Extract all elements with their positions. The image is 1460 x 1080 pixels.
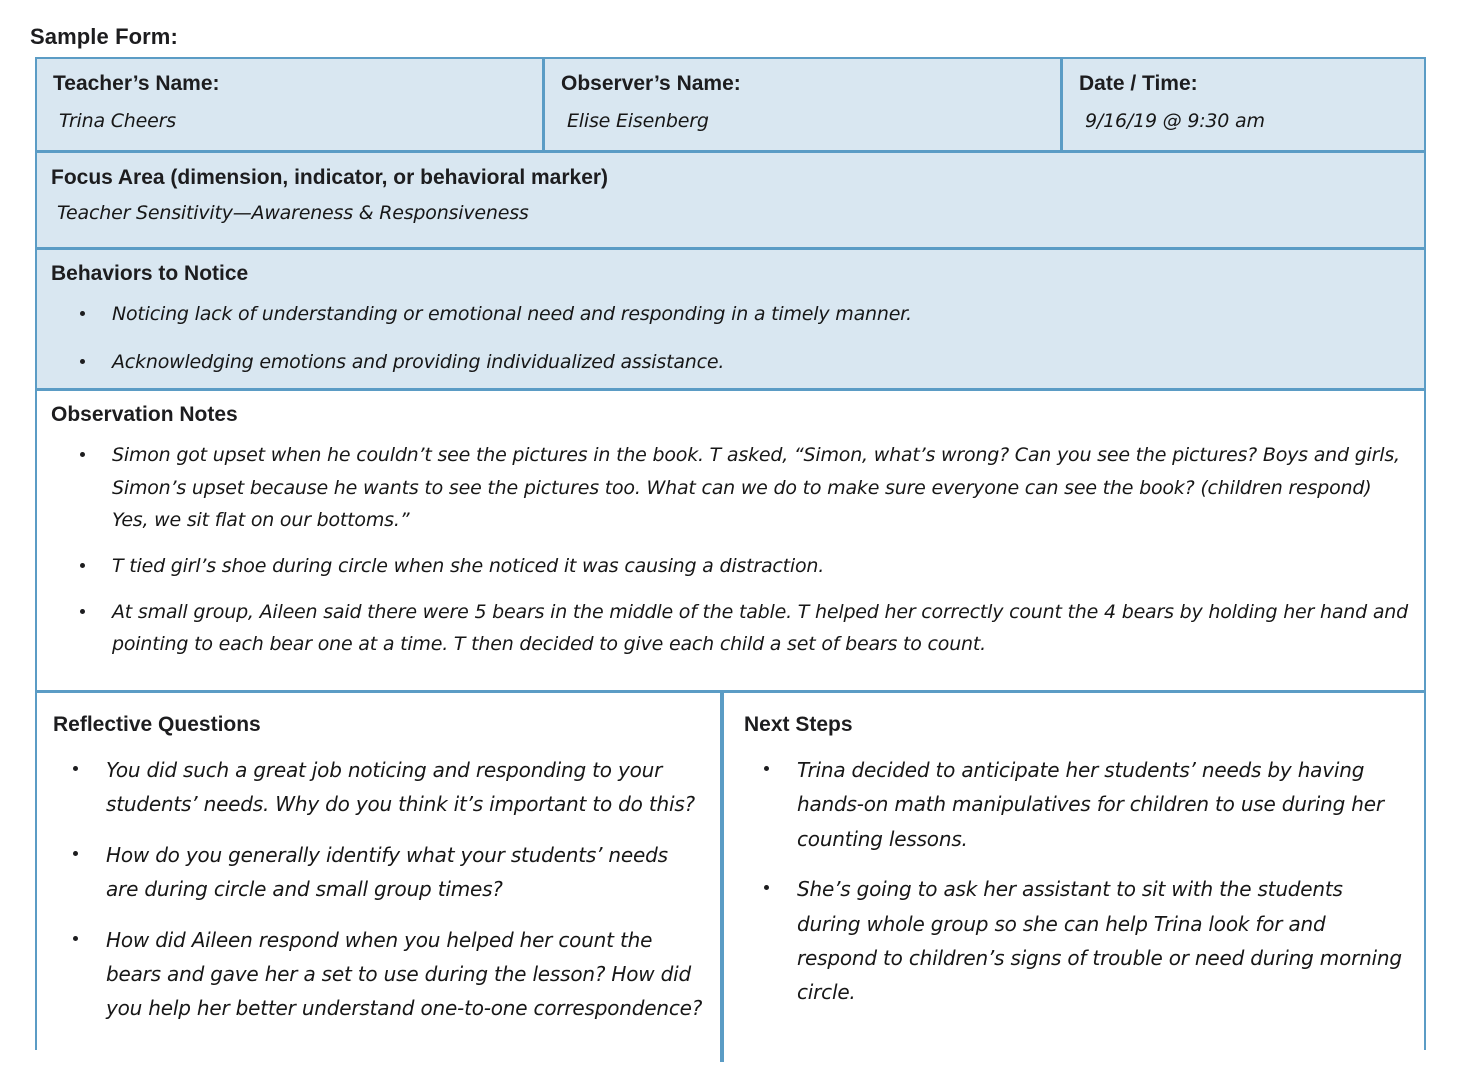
observation-notes-title: Observation Notes xyxy=(51,403,238,426)
reflective-questions-section: Reflective Questions You did such a grea… xyxy=(37,693,720,1062)
bullet-icon xyxy=(80,608,85,614)
behaviors-to-notice-section: Behaviors to Notice Noticing lack of und… xyxy=(37,247,1424,388)
bullet-icon xyxy=(764,766,769,771)
reflective-question-text: You did such a great job noticing and re… xyxy=(106,758,695,817)
list-item: Simon got upset when he couldn’t see the… xyxy=(51,439,1410,537)
observer-name-label: Observer’s Name: xyxy=(561,72,741,95)
focus-area-label: Focus Area (dimension, indicator, or beh… xyxy=(51,166,609,189)
list-item: T tied girl’s shoe during circle when sh… xyxy=(51,550,1410,583)
observation-notes-list: Simon got upset when he couldn’t see the… xyxy=(51,439,1410,661)
next-steps-list: Trina decided to anticipate her students… xyxy=(744,753,1408,1010)
reflective-questions-list: You did such a great job noticing and re… xyxy=(53,753,704,1026)
next-step-text: Trina decided to anticipate her students… xyxy=(797,758,1384,851)
date-time-value: 9/16/19 @ 9:30 am xyxy=(1085,110,1265,132)
teacher-name-value: Trina Cheers xyxy=(59,110,176,132)
list-item: Noticing lack of understanding or emotio… xyxy=(51,298,1410,331)
bullet-icon xyxy=(73,850,78,856)
behaviors-list: Noticing lack of understanding or emotio… xyxy=(51,298,1410,378)
bullet-icon xyxy=(80,452,85,457)
behaviors-title: Behaviors to Notice xyxy=(51,262,249,285)
form-header-row: Teacher’s Name: Trina Cheers Observer’s … xyxy=(37,59,1424,150)
bullet-icon xyxy=(80,358,85,364)
date-time-label: Date / Time: xyxy=(1079,72,1198,95)
behavior-item-text: Acknowledging emotions and providing ind… xyxy=(112,350,725,373)
list-item: You did such a great job noticing and re… xyxy=(53,753,704,822)
behavior-item-text: Noticing lack of understanding or emotio… xyxy=(112,303,912,325)
bullet-icon xyxy=(73,766,78,771)
bullet-icon xyxy=(80,563,85,569)
sample-form: Teacher’s Name: Trina Cheers Observer’s … xyxy=(35,57,1426,1062)
list-item: How did Aileen respond when you helped h… xyxy=(53,923,704,1026)
teacher-name-cell: Teacher’s Name: Trina Cheers xyxy=(37,59,542,150)
next-steps-title: Next Steps xyxy=(744,713,853,736)
next-steps-section: Next Steps Trina decided to anticipate h… xyxy=(720,693,1424,1062)
observation-note-text: At small group, Aileen said there were 5… xyxy=(112,600,1408,656)
list-item: How do you generally identify what your … xyxy=(53,838,704,907)
bullet-icon xyxy=(73,935,78,941)
bullet-icon xyxy=(80,311,85,316)
teacher-name-label: Teacher’s Name: xyxy=(53,72,220,95)
observation-note-text: Simon got upset when he couldn’t see the… xyxy=(112,444,1400,532)
reflective-question-text: How do you generally identify what your … xyxy=(106,842,668,902)
observer-name-value: Elise Eisenberg xyxy=(567,110,709,132)
list-item: Trina decided to anticipate her students… xyxy=(744,753,1408,856)
date-time-cell: Date / Time: 9/16/19 @ 9:30 am xyxy=(1060,59,1424,150)
bullet-icon xyxy=(764,885,769,891)
bottom-section: Reflective Questions You did such a grea… xyxy=(37,690,1424,1062)
focus-area-section: Focus Area (dimension, indicator, or beh… xyxy=(37,150,1424,247)
list-item: Acknowledging emotions and providing ind… xyxy=(51,346,1410,379)
focus-area-value: Teacher Sensitivity—Awareness & Responsi… xyxy=(57,202,529,224)
page-title: Sample Form: xyxy=(30,24,178,49)
next-step-text: She’s going to ask her assistant to sit … xyxy=(797,877,1402,1005)
reflective-questions-title: Reflective Questions xyxy=(53,713,261,736)
list-item: At small group, Aileen said there were 5… xyxy=(51,596,1410,661)
reflective-question-text: How did Aileen respond when you helped h… xyxy=(106,927,703,1021)
observation-notes-section: Observation Notes Simon got upset when h… xyxy=(37,388,1424,690)
observer-name-cell: Observer’s Name: Elise Eisenberg xyxy=(542,59,1060,150)
list-item: She’s going to ask her assistant to sit … xyxy=(744,872,1408,1010)
observation-note-text: T tied girl’s shoe during circle when sh… xyxy=(112,555,825,578)
